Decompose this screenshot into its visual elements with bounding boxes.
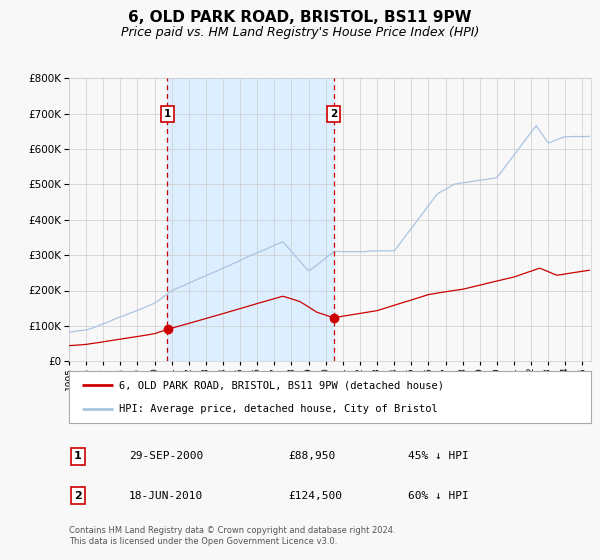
Text: £124,500: £124,500 [288, 491, 342, 501]
Text: 2: 2 [330, 109, 337, 119]
Text: This data is licensed under the Open Government Licence v3.0.: This data is licensed under the Open Gov… [69, 537, 337, 546]
Text: Contains HM Land Registry data © Crown copyright and database right 2024.: Contains HM Land Registry data © Crown c… [69, 526, 395, 535]
Text: £88,950: £88,950 [288, 451, 335, 461]
Text: 6, OLD PARK ROAD, BRISTOL, BS11 9PW (detached house): 6, OLD PARK ROAD, BRISTOL, BS11 9PW (det… [119, 380, 443, 390]
Text: 6, OLD PARK ROAD, BRISTOL, BS11 9PW: 6, OLD PARK ROAD, BRISTOL, BS11 9PW [128, 11, 472, 25]
Text: 1: 1 [74, 451, 82, 461]
Text: 45% ↓ HPI: 45% ↓ HPI [408, 451, 469, 461]
Text: 29-SEP-2000: 29-SEP-2000 [129, 451, 203, 461]
Text: 60% ↓ HPI: 60% ↓ HPI [408, 491, 469, 501]
Text: Price paid vs. HM Land Registry's House Price Index (HPI): Price paid vs. HM Land Registry's House … [121, 26, 479, 39]
Bar [167, 78, 334, 361]
Text: 1: 1 [164, 109, 171, 119]
Text: 2: 2 [74, 491, 82, 501]
Text: HPI: Average price, detached house, City of Bristol: HPI: Average price, detached house, City… [119, 404, 437, 414]
Text: 18-JUN-2010: 18-JUN-2010 [129, 491, 203, 501]
